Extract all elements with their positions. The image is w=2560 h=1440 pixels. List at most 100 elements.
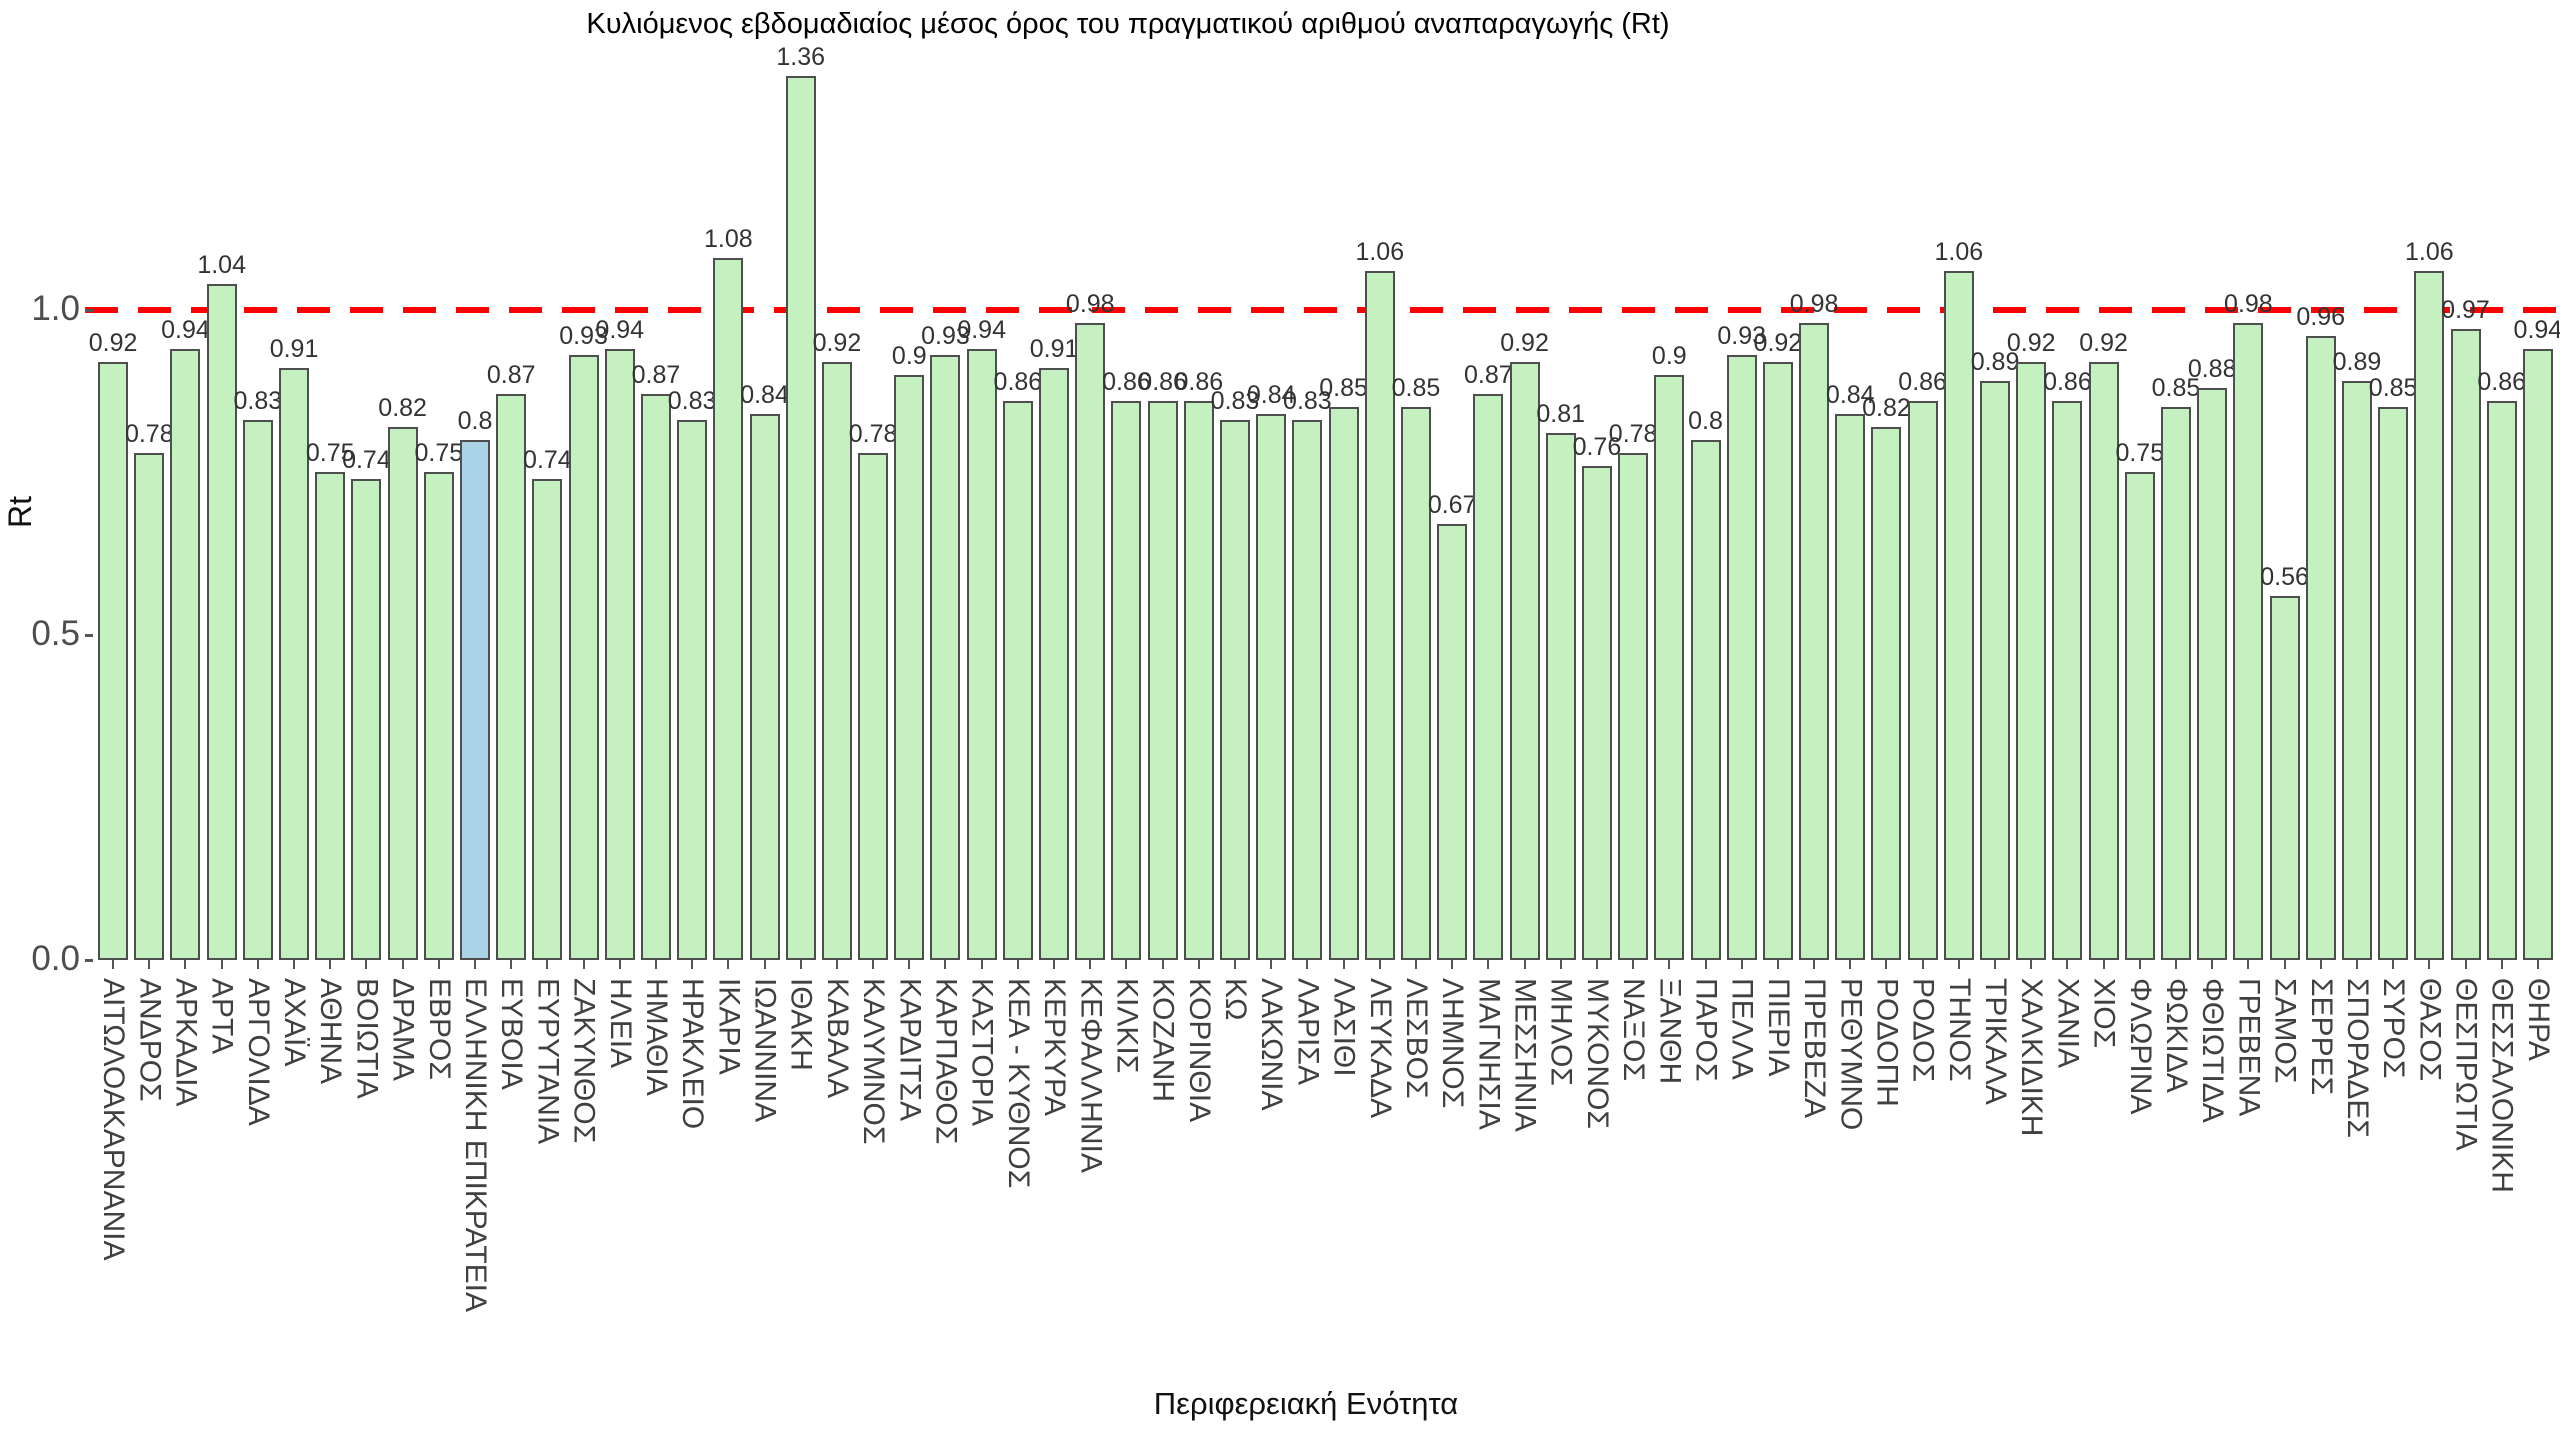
x-tick-label: ΕΒΡΟΣ xyxy=(422,978,456,1080)
bar-value-label: 0.83 xyxy=(1283,387,1332,415)
bar xyxy=(1039,368,1070,960)
bar xyxy=(568,355,599,960)
x-tick-label: ΧΑΝΙΑ xyxy=(2051,978,2085,1069)
bar-value-label: 0.84 xyxy=(1825,381,1875,409)
x-tick-mark xyxy=(1885,960,1888,969)
bar xyxy=(2124,472,2155,960)
y-tick-mark xyxy=(85,634,93,637)
x-tick-mark xyxy=(1776,960,1779,969)
x-tick-label: ΘΗΡΑ xyxy=(2521,978,2555,1061)
bar xyxy=(2160,407,2191,960)
x-tick-label: ΛΑΣΙΘΙ xyxy=(1327,978,1361,1077)
bar xyxy=(1256,414,1287,960)
bar-value-label: 0.81 xyxy=(1536,400,1586,428)
y-tick-label: 0.0 xyxy=(31,939,80,978)
x-tick-label: ΕΥΒΟΙΑ xyxy=(495,978,529,1090)
bar-value-label: 0.74 xyxy=(523,446,572,474)
bar-value-label: 1.06 xyxy=(1934,238,1984,266)
bar xyxy=(532,479,563,960)
bar xyxy=(2414,271,2445,960)
bar xyxy=(785,76,816,960)
x-tick-label: ΧΑΛΚΙΔΙΚΗ xyxy=(2015,978,2049,1137)
bar xyxy=(2016,362,2047,960)
bar-value-label: 0.85 xyxy=(2151,374,2201,402)
x-tick-mark xyxy=(1414,960,1417,969)
bar xyxy=(677,420,708,960)
x-tick-label: ΙΚΑΡΙΑ xyxy=(712,978,746,1075)
bar-value-label: 1.04 xyxy=(197,251,246,279)
x-tick-mark xyxy=(148,960,151,969)
bar xyxy=(2052,401,2083,960)
bar-value-label: 0.86 xyxy=(1898,368,1947,396)
x-tick-label: ΦΛΩΡΙΝΑ xyxy=(2123,978,2157,1115)
x-tick-label: ΑΡΓΟΛΙΔΑ xyxy=(241,978,275,1126)
bar xyxy=(930,355,961,960)
x-tick-label: ΣΠΟΡΑΔΕΣ xyxy=(2340,978,2374,1138)
bar xyxy=(749,414,780,960)
bar xyxy=(966,349,997,960)
bar xyxy=(423,472,454,960)
x-tick-mark xyxy=(1342,960,1345,969)
bar-value-label: 0.92 xyxy=(812,329,862,357)
x-axis-title: Περιφερειακή Ενότητα xyxy=(1153,1386,1459,1421)
bar-value-label: 0.9 xyxy=(891,342,927,370)
bar-value-label: 0.67 xyxy=(1427,491,1477,519)
x-tick-mark xyxy=(1378,960,1381,969)
bar xyxy=(2522,349,2553,960)
x-tick-label: ΡΕΘΥΜΝΟ xyxy=(1834,978,1868,1131)
bar xyxy=(2269,596,2300,960)
bar-value-label: 0.93 xyxy=(921,322,970,350)
x-tick-label: ΤΡΙΚΑΛΑ xyxy=(1979,978,2013,1105)
x-tick-mark xyxy=(1849,960,1852,969)
x-tick-mark xyxy=(474,960,476,969)
x-tick-label: ΠΡΕΒΕΖΑ xyxy=(1798,978,1832,1119)
bar-value-label: 0.96 xyxy=(2296,303,2346,331)
x-tick-mark xyxy=(293,960,296,969)
bar xyxy=(315,472,346,960)
bar xyxy=(2486,401,2517,960)
x-tick-label: ΠΙΕΡΙΑ xyxy=(1761,978,1795,1077)
x-tick-label: ΣΑΜΟΣ xyxy=(2268,978,2302,1084)
bar-value-label: 0.94 xyxy=(161,316,210,344)
bar-value-label: 0.86 xyxy=(2043,368,2092,396)
y-tick-label: 0.5 xyxy=(31,614,80,653)
x-tick-mark xyxy=(1632,960,1635,969)
x-tick-label: ΦΩΚΙΔΑ xyxy=(2159,978,2193,1093)
reference-line-rt-1 xyxy=(85,307,2556,313)
x-tick-label: ΛΕΥΚΑΔΑ xyxy=(1363,978,1397,1119)
bar xyxy=(387,427,418,960)
bar-value-label: 0.88 xyxy=(2187,355,2237,383)
bar xyxy=(2378,407,2409,960)
x-tick-label: ΔΡΑΜΑ xyxy=(386,978,420,1081)
bar-value-label: 0.83 xyxy=(1210,387,1260,415)
x-tick-mark xyxy=(1089,960,1092,969)
x-tick-mark xyxy=(220,960,223,969)
x-tick-label: ΞΑΝΘΗ xyxy=(1653,978,1687,1085)
x-tick-mark xyxy=(2102,960,2105,969)
x-tick-label: ΜΥΚΟΝΟΣ xyxy=(1580,978,1614,1129)
bar-value-label: 0.98 xyxy=(1065,290,1115,318)
bar xyxy=(2341,381,2372,960)
bar-value-label: 0.74 xyxy=(342,446,391,474)
x-tick-label: ΚΕΑ - ΚΥΘΝΟΣ xyxy=(1001,978,1035,1189)
bar-value-label: 0.56 xyxy=(2260,563,2309,591)
x-tick-mark xyxy=(1921,960,1924,969)
bar-value-label: 0.83 xyxy=(667,387,717,415)
bar-value-label: 0.83 xyxy=(233,387,283,415)
x-tick-label: ΣΕΡΡΕΣ xyxy=(2304,978,2338,1096)
x-tick-label: ΠΑΡΟΣ xyxy=(1689,978,1723,1082)
x-tick-mark xyxy=(872,960,875,969)
x-tick-mark xyxy=(184,960,187,969)
x-tick-mark xyxy=(1523,960,1526,969)
bar xyxy=(1943,271,1974,960)
y-tick-mark xyxy=(85,309,93,312)
bar-value-label: 0.78 xyxy=(1608,420,1658,448)
x-tick-label: ΘΕΣΠΡΩΤΙΑ xyxy=(2449,978,2483,1151)
bar-value-label: 0.84 xyxy=(1246,381,1296,409)
x-tick-label: ΘΑΣΟΣ xyxy=(2413,978,2447,1082)
bar-value-label: 0.92 xyxy=(1500,329,1549,357)
x-tick-label: ΑΙΤΩΛΟΑΚΑΡΝΑΝΙΑ xyxy=(97,978,131,1261)
x-tick-label: ΙΩΑΝΝΙΝΑ xyxy=(748,978,782,1123)
bar-value-label: 0.75 xyxy=(305,439,355,467)
